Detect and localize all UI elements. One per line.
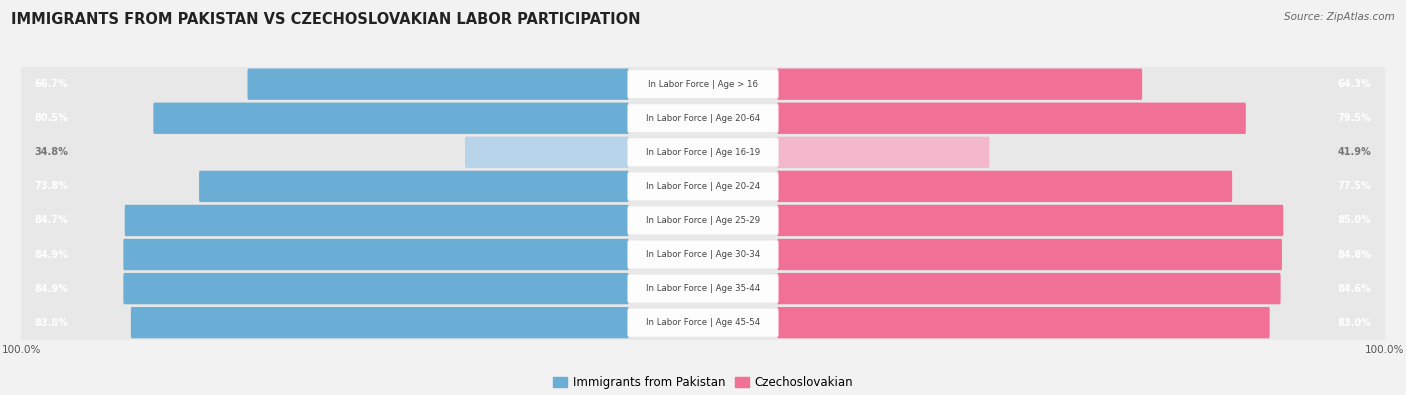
FancyBboxPatch shape — [125, 205, 628, 236]
Text: In Labor Force | Age > 16: In Labor Force | Age > 16 — [648, 80, 758, 89]
FancyBboxPatch shape — [200, 171, 628, 202]
Legend: Immigrants from Pakistan, Czechoslovakian: Immigrants from Pakistan, Czechoslovakia… — [548, 371, 858, 394]
FancyBboxPatch shape — [778, 273, 1281, 304]
Text: 80.5%: 80.5% — [35, 113, 69, 123]
FancyBboxPatch shape — [17, 200, 1389, 241]
Text: 84.9%: 84.9% — [35, 250, 69, 260]
FancyBboxPatch shape — [131, 307, 628, 339]
FancyBboxPatch shape — [627, 104, 779, 132]
FancyBboxPatch shape — [627, 138, 779, 166]
Text: In Labor Force | Age 35-44: In Labor Force | Age 35-44 — [645, 284, 761, 293]
FancyBboxPatch shape — [778, 68, 1142, 100]
Text: In Labor Force | Age 45-54: In Labor Force | Age 45-54 — [645, 318, 761, 327]
Text: 66.7%: 66.7% — [35, 79, 69, 89]
FancyBboxPatch shape — [17, 166, 1389, 207]
FancyBboxPatch shape — [778, 239, 1282, 270]
FancyBboxPatch shape — [17, 132, 1389, 173]
Text: 84.7%: 84.7% — [35, 215, 69, 226]
FancyBboxPatch shape — [627, 275, 779, 303]
Text: Source: ZipAtlas.com: Source: ZipAtlas.com — [1284, 12, 1395, 22]
FancyBboxPatch shape — [17, 98, 1389, 139]
Text: 34.8%: 34.8% — [35, 147, 69, 157]
Text: In Labor Force | Age 16-19: In Labor Force | Age 16-19 — [645, 148, 761, 157]
Text: 79.5%: 79.5% — [1337, 113, 1371, 123]
FancyBboxPatch shape — [17, 268, 1389, 309]
FancyBboxPatch shape — [627, 70, 779, 98]
FancyBboxPatch shape — [153, 103, 628, 134]
FancyBboxPatch shape — [778, 171, 1232, 202]
FancyBboxPatch shape — [124, 239, 628, 270]
FancyBboxPatch shape — [627, 173, 779, 200]
Text: IMMIGRANTS FROM PAKISTAN VS CZECHOSLOVAKIAN LABOR PARTICIPATION: IMMIGRANTS FROM PAKISTAN VS CZECHOSLOVAK… — [11, 12, 641, 27]
Text: In Labor Force | Age 20-24: In Labor Force | Age 20-24 — [645, 182, 761, 191]
Text: In Labor Force | Age 25-29: In Labor Force | Age 25-29 — [645, 216, 761, 225]
Text: In Labor Force | Age 30-34: In Labor Force | Age 30-34 — [645, 250, 761, 259]
Text: 83.8%: 83.8% — [35, 318, 69, 328]
FancyBboxPatch shape — [627, 207, 779, 234]
FancyBboxPatch shape — [465, 137, 628, 168]
Text: 85.0%: 85.0% — [1337, 215, 1371, 226]
Text: 84.6%: 84.6% — [1337, 284, 1371, 293]
FancyBboxPatch shape — [17, 64, 1389, 105]
FancyBboxPatch shape — [247, 68, 628, 100]
FancyBboxPatch shape — [778, 137, 990, 168]
Text: 64.3%: 64.3% — [1337, 79, 1371, 89]
FancyBboxPatch shape — [17, 234, 1389, 275]
FancyBboxPatch shape — [778, 103, 1246, 134]
FancyBboxPatch shape — [778, 307, 1270, 339]
Text: In Labor Force | Age 20-64: In Labor Force | Age 20-64 — [645, 114, 761, 123]
FancyBboxPatch shape — [778, 205, 1284, 236]
FancyBboxPatch shape — [627, 309, 779, 337]
FancyBboxPatch shape — [124, 273, 628, 304]
Text: 84.9%: 84.9% — [35, 284, 69, 293]
Text: 73.8%: 73.8% — [35, 181, 69, 192]
Text: 84.8%: 84.8% — [1337, 250, 1371, 260]
FancyBboxPatch shape — [627, 241, 779, 269]
Text: 41.9%: 41.9% — [1337, 147, 1371, 157]
FancyBboxPatch shape — [17, 302, 1389, 343]
Text: 83.0%: 83.0% — [1337, 318, 1371, 328]
Text: 77.5%: 77.5% — [1337, 181, 1371, 192]
